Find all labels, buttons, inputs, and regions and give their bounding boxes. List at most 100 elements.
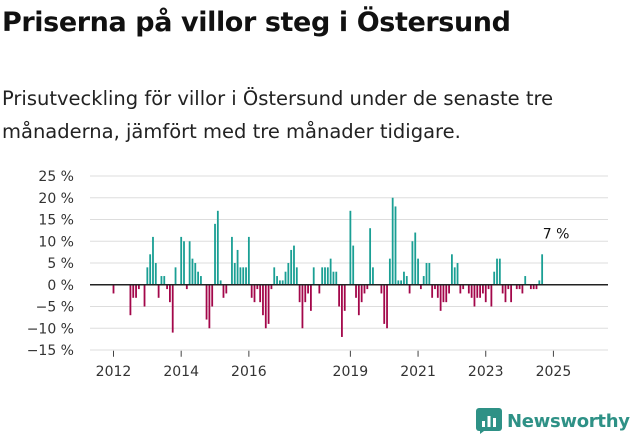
- bar: [493, 271, 496, 285]
- x-tick-label: 2014: [163, 364, 199, 380]
- bar: [185, 284, 188, 290]
- bar: [479, 284, 481, 298]
- bar: [312, 267, 315, 285]
- bar: [372, 267, 374, 285]
- bar: [445, 284, 448, 303]
- bar: [521, 284, 524, 294]
- bar: [349, 210, 352, 285]
- bar: [264, 284, 267, 329]
- bar: [290, 249, 293, 285]
- bar: [171, 284, 174, 333]
- x-tick-label: 2016: [231, 364, 267, 380]
- bar: [341, 284, 343, 337]
- bar: [467, 284, 470, 294]
- bar: [501, 284, 504, 294]
- bar: [174, 267, 177, 285]
- bar: [233, 263, 236, 285]
- bar: [205, 284, 208, 320]
- bar: [510, 284, 513, 303]
- bar: [253, 284, 256, 303]
- bar: [383, 284, 386, 324]
- bar: [152, 236, 154, 285]
- bar: [335, 271, 338, 285]
- bar: [357, 284, 360, 316]
- bar: [310, 284, 312, 311]
- bar: [400, 280, 403, 285]
- bar: [256, 284, 259, 290]
- bar: [380, 284, 383, 294]
- bar: [149, 254, 152, 285]
- bar: [360, 284, 363, 303]
- bar: [307, 284, 309, 294]
- bar: [298, 284, 301, 303]
- bar: [515, 284, 518, 290]
- bar: [160, 276, 163, 285]
- bar: [338, 284, 340, 307]
- bar: [129, 284, 132, 316]
- y-tick-label: 25 %: [38, 169, 74, 185]
- bar: [219, 280, 222, 285]
- gridlines: [90, 175, 608, 351]
- y-tick-label: −5 %: [36, 300, 74, 316]
- bar: [411, 241, 414, 285]
- bar: [482, 284, 484, 294]
- bar: [304, 284, 307, 303]
- bar: [267, 284, 270, 324]
- bar: [397, 280, 400, 285]
- bar: [259, 284, 262, 303]
- bar: [436, 284, 439, 298]
- bar: [352, 245, 355, 285]
- newsworthy-logo: Newsworthy: [476, 407, 630, 435]
- bar: [132, 284, 135, 298]
- bar: [431, 284, 434, 298]
- bar: [332, 271, 335, 285]
- x-tick-label: 2021: [400, 364, 436, 380]
- x-axis-tick-labels: 2012 2014 2016 2019 2021 2023 2025: [96, 350, 572, 380]
- bar: [529, 284, 532, 290]
- bar: [518, 284, 521, 290]
- bar: [366, 284, 369, 290]
- x-tick-label: 2023: [468, 364, 504, 380]
- bar: [163, 276, 166, 285]
- bar: [137, 284, 140, 290]
- bar: [211, 284, 214, 307]
- bar: [439, 284, 442, 311]
- bar: [391, 197, 394, 285]
- bar: [293, 245, 295, 285]
- bar: [343, 284, 346, 311]
- bar: [476, 284, 479, 298]
- bar: [504, 284, 507, 303]
- bar: [231, 236, 233, 285]
- y-tick-label: 5 %: [47, 256, 74, 272]
- bar: [245, 267, 247, 285]
- bar: [284, 271, 287, 285]
- bar: [442, 284, 445, 303]
- last-value-label: 7 %: [543, 226, 570, 242]
- bar: [157, 284, 160, 298]
- brand-name: Newsworthy: [507, 410, 630, 432]
- bar: [216, 210, 219, 285]
- bar: [524, 276, 527, 285]
- y-axis-tick-labels: 25 % 20 % 15 % 10 % 5 % 0 % −5 % −10 % −15 %: [27, 169, 74, 359]
- chart-title: Priserna på villor steg i Östersund: [2, 7, 511, 38]
- y-tick-label: −10 %: [27, 321, 74, 337]
- x-tick-label: 2019: [333, 364, 369, 380]
- bar: [448, 284, 450, 294]
- bar: [247, 236, 250, 285]
- bar: [236, 249, 239, 285]
- bar: [250, 284, 253, 298]
- bar: [169, 284, 171, 303]
- bar: [154, 263, 157, 285]
- newsworthy-logo-icon: [476, 408, 502, 434]
- bar: [318, 284, 321, 294]
- bar: [394, 206, 397, 285]
- bar: [239, 267, 242, 285]
- x-tick-label: 2025: [536, 364, 572, 380]
- bar: [270, 284, 273, 290]
- bar: [146, 267, 149, 285]
- bar: [135, 284, 137, 298]
- y-tick-label: 15 %: [38, 213, 74, 229]
- bar: [180, 236, 183, 285]
- bar: [143, 284, 146, 307]
